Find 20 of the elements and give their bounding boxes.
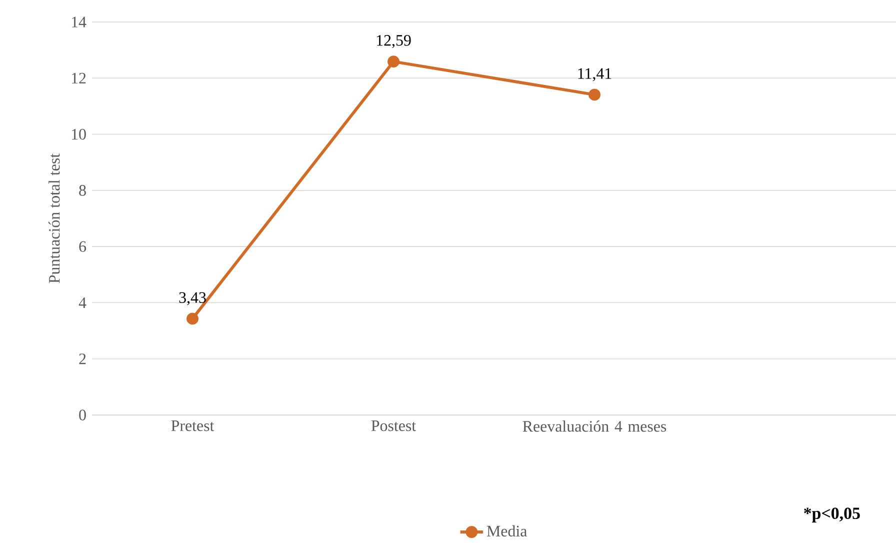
x-tick-label: Pretest (171, 420, 214, 432)
data-label: 3,43 (179, 292, 206, 306)
data-label: 11,41 (578, 68, 612, 82)
y-tick-label: 6 (79, 241, 86, 252)
point (588, 88, 600, 101)
y-tick-label: 8 (79, 185, 86, 196)
y-tick-label: 0 (79, 410, 86, 420)
x-tick-label: Reevaluación 4 meses (522, 420, 666, 432)
y-tick-label: 12 (72, 72, 86, 84)
x-tick-label: Postest (371, 420, 416, 432)
point (388, 56, 400, 68)
legend-label: Media (486, 525, 527, 536)
y-tick-label: 2 (79, 354, 86, 364)
text: *p<0,05 (804, 508, 860, 522)
y-tick-label: 4 (78, 297, 86, 308)
y-tick-label: 10 (72, 128, 86, 140)
y-tick-label: 14 (72, 16, 86, 28)
data-label: 12,59 (376, 35, 411, 48)
point (186, 312, 198, 325)
y-axis-title: Puntuación total test (48, 153, 60, 284)
